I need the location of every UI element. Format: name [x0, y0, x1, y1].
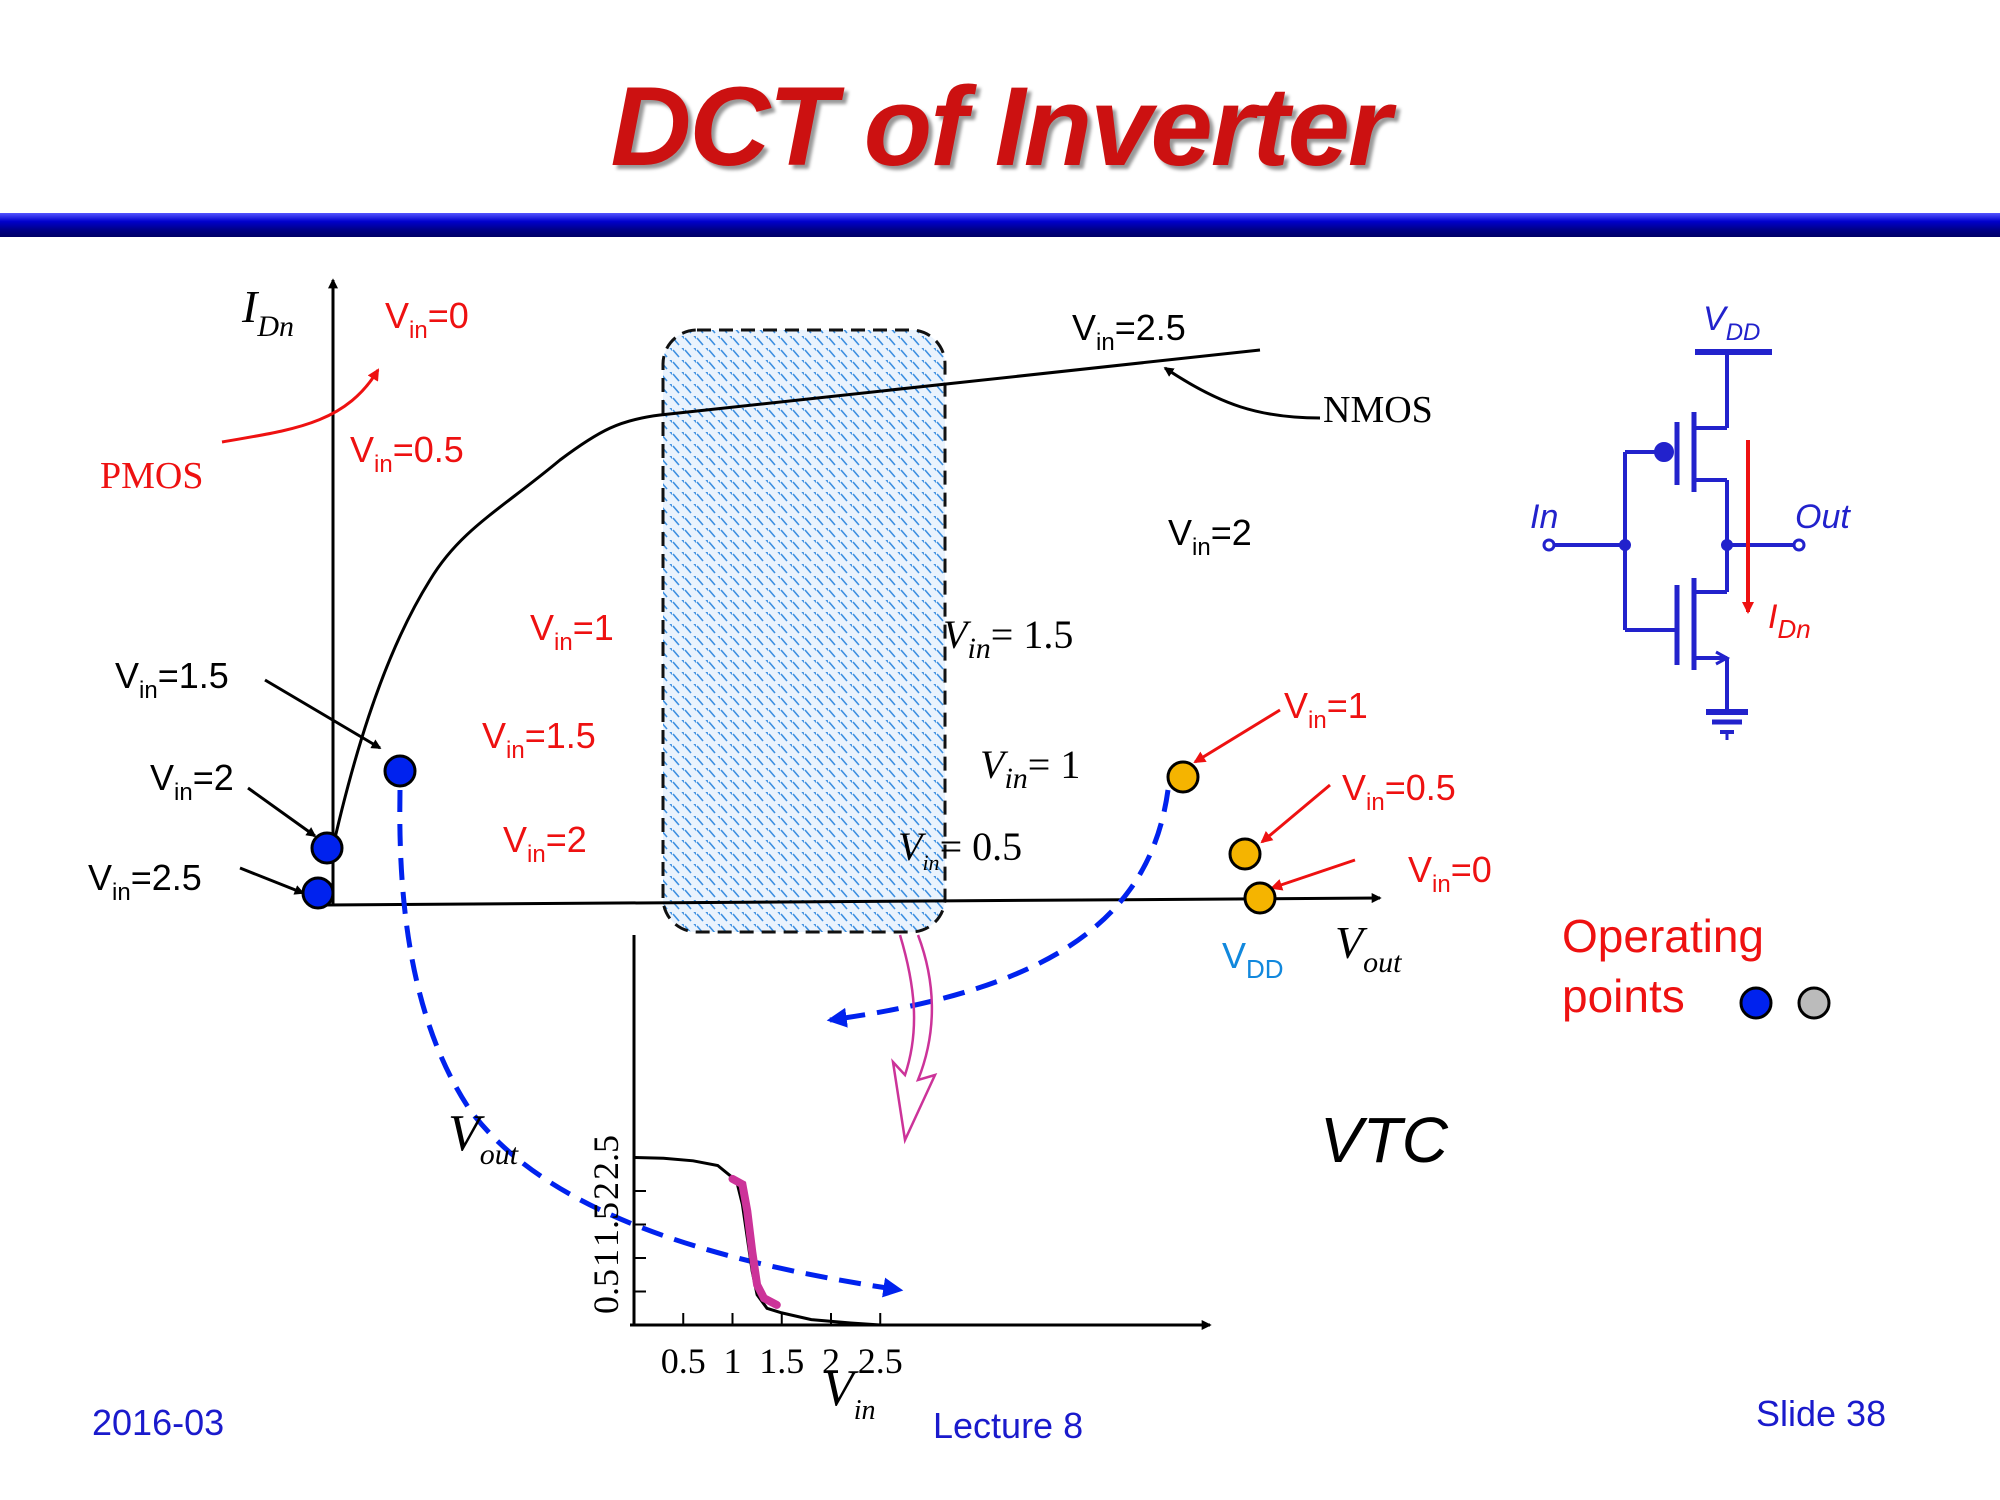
vtc-y-tick-label-0: 0.5 — [586, 1269, 626, 1314]
load-y-axis-label: IDn — [241, 281, 294, 343]
orange-point-label-1: Vin=0.5 — [1342, 767, 1456, 816]
load-x-axis-label: Vout — [1335, 917, 1402, 979]
orange-point-label-0: Vin=1 — [1284, 685, 1368, 734]
vtc-y-axis-label: Vout — [448, 1105, 519, 1171]
vtc-x-tick-label-4: 2.5 — [858, 1341, 903, 1381]
vtc-y-tick-label-4: 2.5 — [586, 1135, 626, 1180]
vtc-x-axis-label: Vin — [822, 1360, 876, 1426]
footer-lecture: Lecture 8 — [933, 1405, 1084, 1446]
orange-operating-point-2 — [1243, 881, 1277, 915]
vtc-x-tick-label-1: 1 — [724, 1341, 742, 1381]
footer-date: 2016-03 — [92, 1402, 225, 1443]
title-underline-bar — [0, 213, 2000, 237]
nmos-curve-label: Vin=2.5 — [1072, 307, 1186, 356]
legend-blue-point — [1739, 986, 1773, 1020]
legend-gray-point — [1797, 986, 1831, 1020]
footer-slide-number: Slide 38 — [1756, 1393, 1887, 1434]
out-label: Out — [1795, 498, 1851, 536]
vtc-x-tick-label-0: 0.5 — [661, 1341, 706, 1381]
blue-operating-point-2 — [301, 876, 335, 910]
vdd-axis-label: VDD — [1222, 935, 1284, 984]
nmos-curve — [328, 348, 1261, 861]
in-label: In — [1530, 498, 1558, 536]
nmos-pointer-arrow — [1163, 366, 1321, 420]
pmos-vin-label-4: Vin=2 — [503, 819, 587, 868]
legend-line-2: points — [1562, 970, 1685, 1022]
vtc-x-tick-label-3: 2 — [822, 1341, 840, 1381]
blue-operating-point-1 — [310, 831, 344, 865]
vtc-y-tick-label-3: 2 — [586, 1182, 626, 1200]
vtc-y-tick-label-1: 1 — [586, 1249, 626, 1267]
blue-point-label-0: Vin=1.5 — [115, 655, 229, 704]
vtc-x-tick-label-2: 1.5 — [759, 1341, 804, 1381]
nmos-vin-label-3: Vin= 0.5 — [898, 824, 1022, 875]
blue-point-label-2: Vin=2.5 — [88, 857, 202, 906]
vtc-plot: 0.5 1 1.5 2 2.5 0.5 1 1.5 2 2.5 Vin Vout VTC — [448, 934, 1449, 1426]
orange-operating-point-0 — [1166, 760, 1200, 794]
pmos-vin-label-1: Vin=0.5 — [350, 429, 464, 478]
pmos-vin-label-0: Vin=0 — [385, 295, 469, 344]
nmos-label: NMOS — [1323, 389, 1433, 431]
page-title: DCT of Inverter — [610, 64, 1392, 189]
operating-points-legend: Operating points — [1562, 910, 1831, 1022]
pmos-vin-label-3: Vin=1.5 — [482, 715, 596, 764]
nmos-transistor — [1625, 578, 1731, 712]
vtc-transition-highlight — [728, 1174, 781, 1309]
nmos-vin-label-0: Vin=2 — [1168, 512, 1252, 561]
nmos-vin-label-1: Vin= 1.5 — [943, 612, 1073, 665]
vdd-label: VDD — [1703, 300, 1760, 346]
load-x-axis — [324, 893, 1382, 907]
orange-point-label-2: Vin=0 — [1408, 849, 1492, 898]
blue-operating-point-0 — [383, 754, 417, 788]
inverter-circuit: VDD — [1530, 300, 1851, 740]
vtc-curve — [633, 1156, 881, 1327]
orange-operating-point-1 — [1228, 837, 1262, 871]
pmos-transistor — [1625, 412, 1729, 545]
nmos-vin-label-2: Vin= 1 — [980, 742, 1080, 795]
pmos-pointer-arrow — [221, 368, 380, 444]
mapping-arrow-low — [397, 789, 904, 1298]
load-curve-plot: IDn Vout VDD NMOS Vin=2.5 PMOS Vin=0 Vin… — [88, 278, 1492, 1298]
blue-point-label-1: Vin=2 — [150, 757, 234, 806]
region-to-vtc-arrow — [891, 934, 938, 1145]
legend-line-1: Operating — [1562, 910, 1764, 962]
pmos-vin-label-2: Vin=1 — [530, 607, 614, 656]
current-label: IDn — [1768, 598, 1811, 644]
vtc-y-tick-label-2: 1.5 — [586, 1202, 626, 1247]
vtc-label: VTC — [1320, 1104, 1449, 1176]
pmos-label: PMOS — [100, 455, 204, 497]
